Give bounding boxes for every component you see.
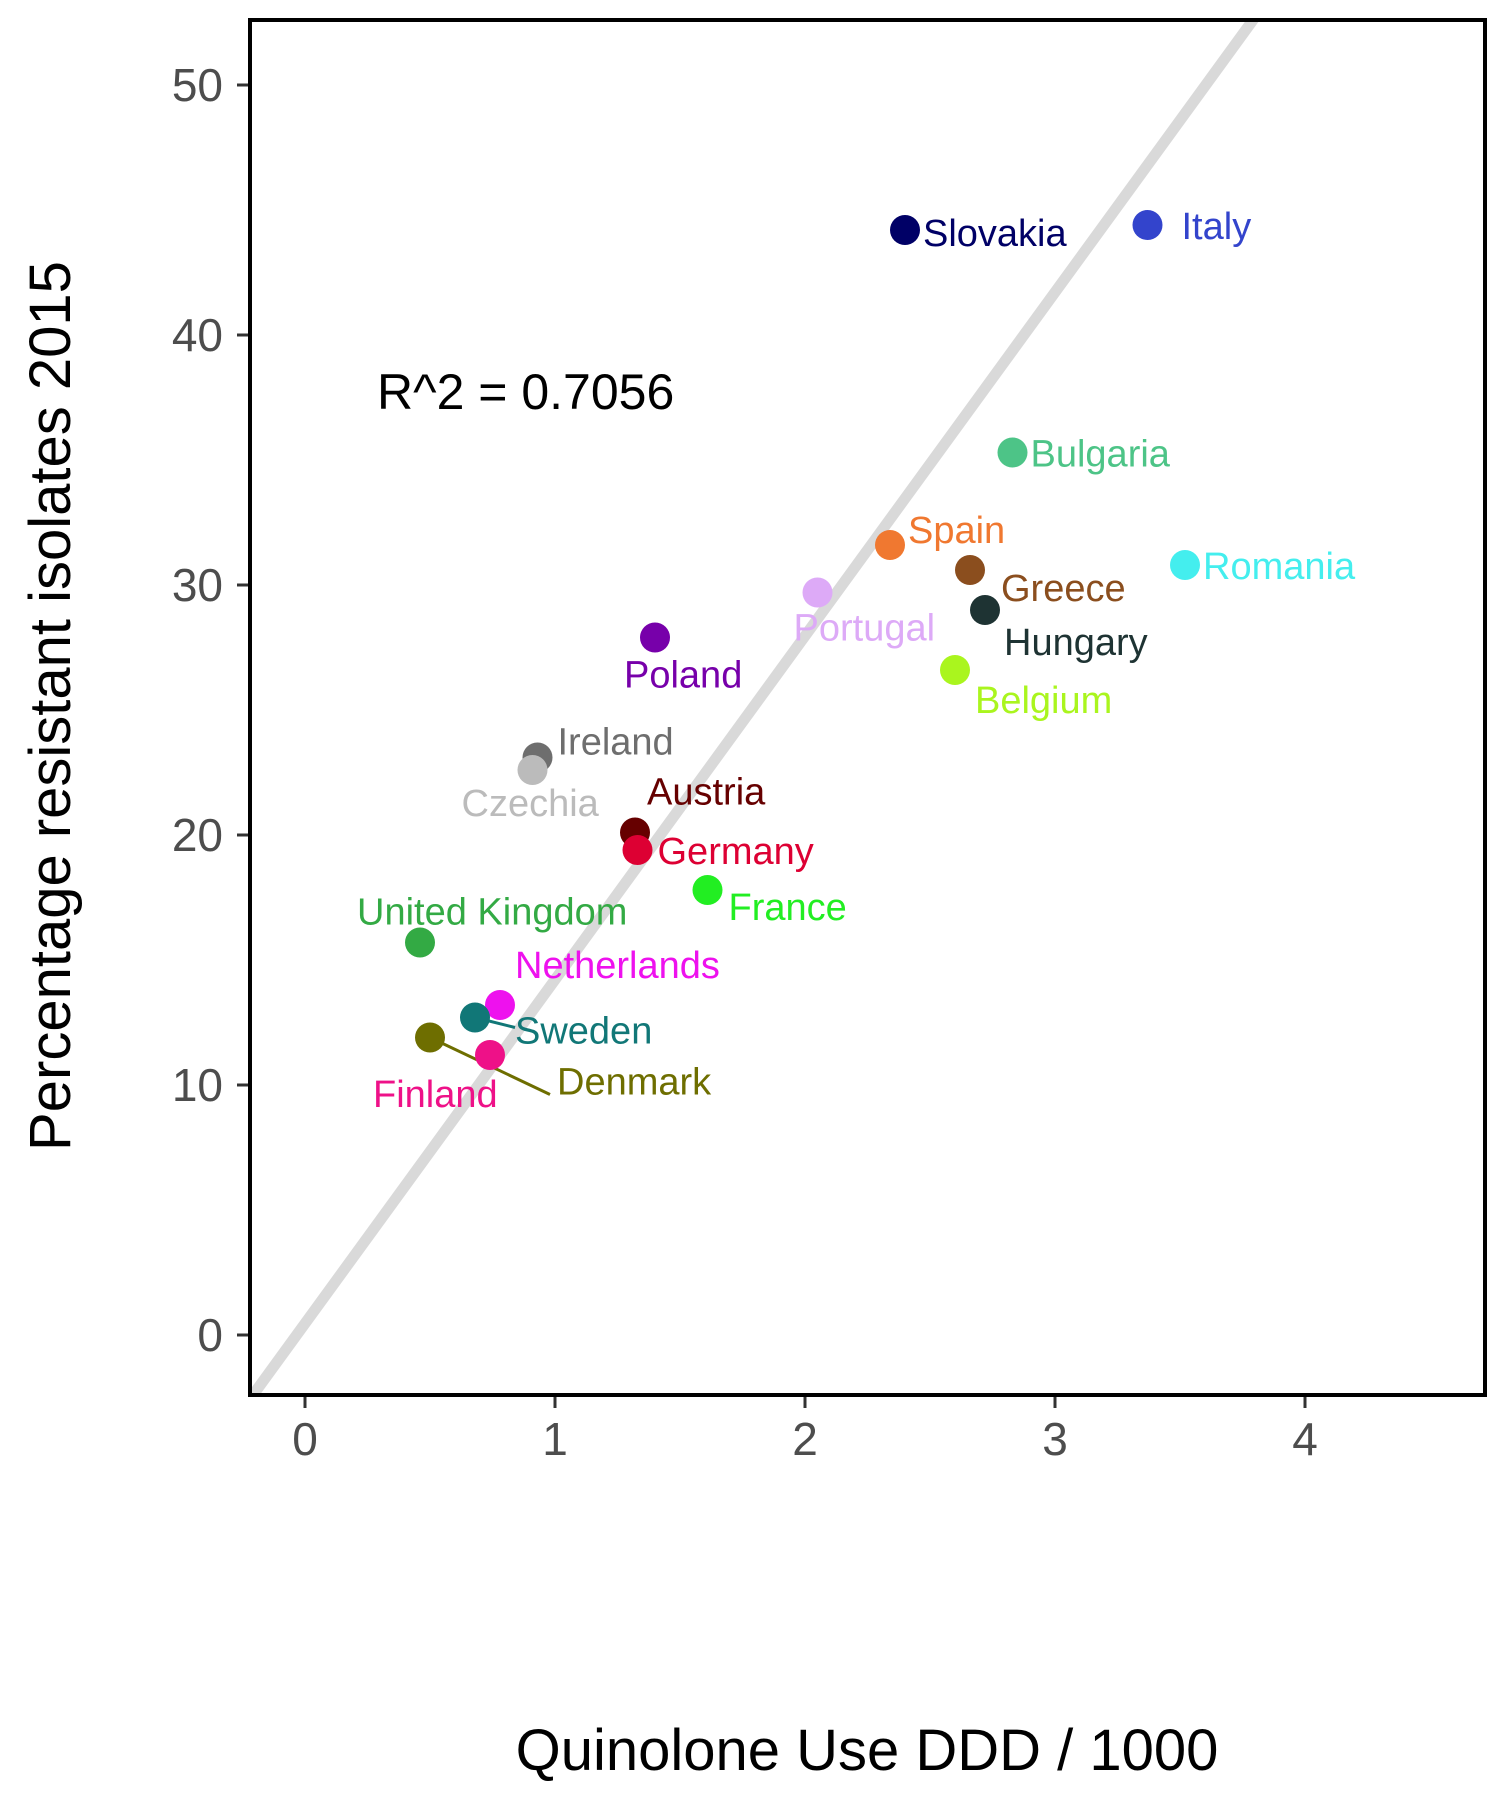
point-portugal [802,577,833,608]
point-belgium [940,655,970,685]
point-label-czechia: Czechia [462,783,600,825]
point-label-greece: Greece [1001,568,1126,610]
point-label-romania: Romania [1203,546,1356,588]
regression-line [250,20,1260,1395]
point-denmark [415,1022,445,1053]
point-label-germany: Germany [658,831,814,873]
point-label-belgium: Belgium [975,680,1112,722]
point-france [692,875,723,905]
point-label-bulgaria: Bulgaria [1031,434,1171,476]
point-label-denmark: Denmark [557,1062,712,1104]
y-tick-label: 0 [197,1309,223,1361]
y-tick-label: 50 [172,59,223,111]
point-sweden [460,1002,490,1033]
point-poland [640,622,670,653]
x-tick-label: 4 [1292,1413,1318,1465]
point-slovakia [890,215,920,245]
point-bulgaria [997,437,1028,468]
point-hungary [970,595,1000,625]
x-tick-label: 2 [792,1413,818,1465]
y-tick-label: 20 [172,809,223,861]
x-tick-label: 0 [292,1413,318,1465]
point-czechia [517,755,548,785]
point-label-spain: Spain [908,510,1005,552]
point-label-finland: Finland [373,1074,498,1116]
point-germany [622,835,653,865]
point-label-austria: Austria [647,772,766,814]
point-greece [955,555,985,585]
point-label-france: France [729,887,847,929]
point-united-kingdom [405,927,435,958]
x-tick-label: 1 [542,1413,568,1465]
point-label-poland: Poland [624,655,742,697]
point-finland [475,1040,505,1070]
y-tick-label: 40 [172,309,223,361]
point-italy [1132,210,1163,240]
point-romania [1170,550,1200,580]
point-spain [875,530,905,560]
point-label-portugal: Portugal [794,608,936,650]
plot-border [248,18,1487,1397]
y-tick-label: 30 [172,559,223,611]
point-label-hungary: Hungary [1004,622,1148,664]
point-label-italy: Italy [1182,206,1252,248]
y-tick-label: 10 [172,1059,223,1111]
point-label-netherlands: Netherlands [515,945,720,987]
point-label-sweden: Sweden [515,1011,652,1053]
point-label-united-kingdom: United Kingdom [357,892,627,934]
r-squared-annotation: R^2 = 0.7056 [377,364,674,420]
y-axis-title: Percentage resistant isolates 2015 [18,261,83,1151]
point-label-ireland: Ireland [558,722,674,764]
point-netherlands [485,990,515,1020]
point-label-slovakia: Slovakia [923,213,1067,255]
x-axis-title: Quinolone Use DDD / 1000 [516,1718,1219,1783]
x-tick-label: 3 [1042,1413,1068,1465]
